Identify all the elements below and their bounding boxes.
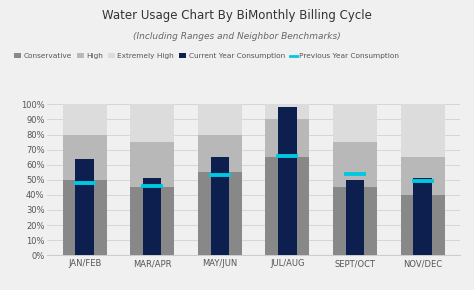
Bar: [198, 104, 242, 255]
Bar: [265, 119, 310, 255]
Bar: [198, 172, 242, 255]
Bar: [210, 157, 229, 255]
Bar: [130, 104, 174, 255]
Text: (Including Ranges and Neighbor Benchmarks): (Including Ranges and Neighbor Benchmark…: [133, 32, 341, 41]
Bar: [333, 142, 377, 255]
Bar: [75, 159, 94, 255]
Bar: [130, 142, 174, 255]
Bar: [346, 180, 364, 255]
Bar: [265, 157, 310, 255]
Bar: [63, 104, 107, 255]
Bar: [130, 187, 174, 255]
Bar: [413, 178, 432, 255]
Bar: [63, 180, 107, 255]
Text: Water Usage Chart By BiMonthly Billing Cycle: Water Usage Chart By BiMonthly Billing C…: [102, 9, 372, 22]
Bar: [401, 157, 445, 255]
Bar: [143, 178, 162, 255]
Bar: [333, 187, 377, 255]
Bar: [278, 107, 297, 255]
Bar: [401, 104, 445, 255]
Legend: Conservative, High, Extremely High, Current Year Consumption, Previous Year Cons: Conservative, High, Extremely High, Curr…: [14, 53, 399, 59]
Bar: [265, 104, 310, 255]
Bar: [63, 135, 107, 255]
Bar: [333, 104, 377, 255]
Bar: [198, 135, 242, 255]
Bar: [401, 195, 445, 255]
